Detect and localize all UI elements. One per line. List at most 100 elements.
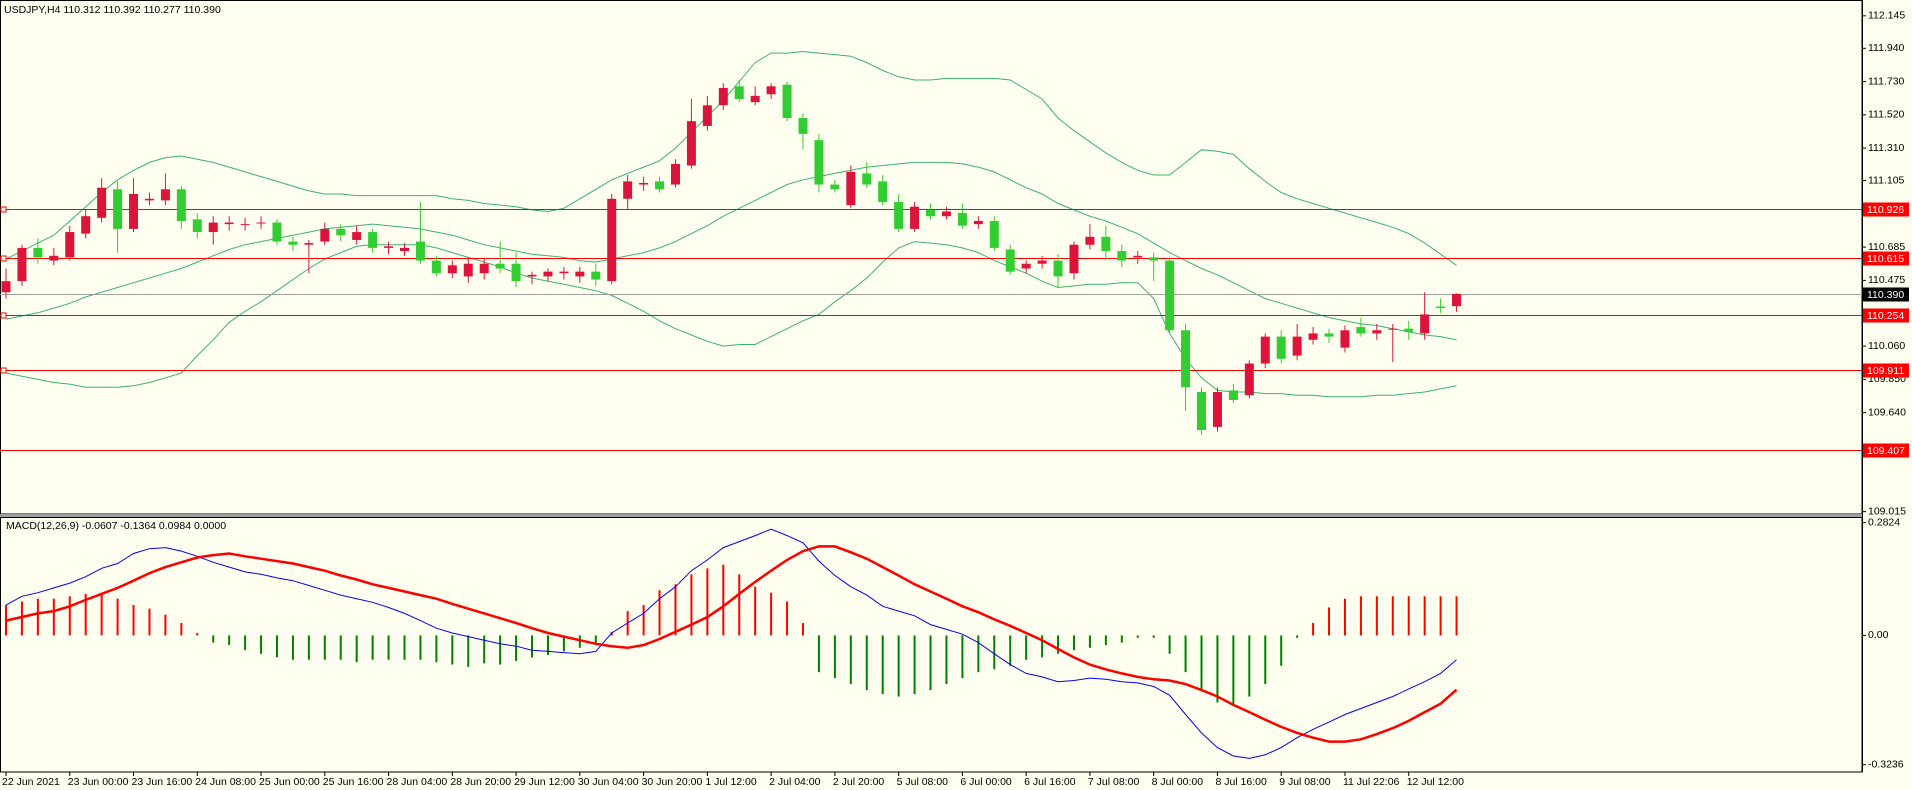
- level-label: 110.254: [1867, 310, 1904, 322]
- level-marker: [0, 367, 7, 374]
- candle-body: [1069, 244, 1079, 274]
- candle-body: [1085, 236, 1095, 245]
- y-tick-label: -0.3236: [1868, 758, 1904, 770]
- candle-body: [144, 198, 154, 201]
- candle-body: [304, 243, 314, 245]
- x-tick-label: 28 Jun 04:00: [387, 776, 448, 788]
- candle-body: [1212, 392, 1222, 427]
- candle-body: [463, 263, 473, 277]
- candle-body: [1452, 293, 1462, 307]
- candle-body: [320, 228, 330, 242]
- candle-body: [97, 187, 107, 218]
- candle-body: [559, 271, 569, 274]
- level-label: 109.911: [1867, 365, 1904, 377]
- candle-body: [176, 189, 186, 221]
- candle-body: [686, 121, 696, 166]
- y-tick-label: 0.2824: [1868, 516, 1900, 528]
- candle-body: [910, 206, 920, 229]
- candle-body: [400, 247, 409, 252]
- y-tick-label: 110.475: [1868, 274, 1905, 286]
- indicator-line: [5, 50, 1457, 266]
- candle-body: [957, 213, 967, 226]
- candle-body: [734, 86, 744, 99]
- x-tick-label: 2 Jul 04:00: [769, 776, 821, 788]
- level-marker: [0, 312, 7, 319]
- candle-body: [814, 140, 824, 185]
- price-title: USDJPY,H4 110.312 110.392 110.277 110.39…: [4, 4, 221, 16]
- macd-title: MACD(12,26,9) -0.0607 -0.1364 0.0984 0.0…: [6, 520, 226, 532]
- candle-body: [336, 228, 346, 236]
- candle-body: [782, 84, 792, 119]
- candle-body: [1149, 257, 1159, 261]
- x-tick-label: 2 Jul 20:00: [833, 776, 885, 788]
- candle-body: [623, 181, 633, 199]
- candle-body: [511, 263, 521, 282]
- x-tick-label: 30 Jun 04:00: [578, 776, 639, 788]
- candle-body: [49, 255, 59, 261]
- candle-body: [65, 232, 75, 258]
- x-tick-label: 12 Jul 12:00: [1407, 776, 1464, 788]
- candle-body: [1372, 330, 1382, 334]
- level-label: 110.926: [1867, 204, 1904, 216]
- candle-body: [1, 281, 11, 293]
- level-label-box: [1863, 363, 1909, 378]
- candle-body: [989, 220, 999, 248]
- candle-body: [798, 118, 808, 134]
- level-label: 109.407: [1867, 445, 1905, 457]
- candle-body: [591, 271, 601, 280]
- candle-body: [1101, 236, 1111, 252]
- candle-body: [81, 216, 91, 234]
- candle-body: [240, 224, 250, 226]
- candle-body: [878, 181, 888, 202]
- x-tick-label: 22 Jun 2021: [2, 776, 60, 788]
- x-tick-label: 28 Jun 20:00: [450, 776, 511, 788]
- indicator-line: [5, 161, 1457, 341]
- level-label-box: [1863, 251, 1909, 266]
- y-tick-label: 0.00: [1868, 629, 1889, 641]
- candle-body: [288, 241, 298, 245]
- y-tick-label: 109.015: [1868, 505, 1906, 517]
- x-tick-label: 24 Jun 08:00: [195, 776, 256, 788]
- candle-body: [1165, 260, 1175, 331]
- candle-body: [256, 222, 266, 224]
- level-marker: [0, 206, 7, 213]
- x-tick-label: 23 Jun 16:00: [132, 776, 193, 788]
- x-tick-label: 30 Jun 20:00: [642, 776, 703, 788]
- candle-body: [1324, 333, 1334, 337]
- candle-body: [702, 105, 712, 126]
- y-tick-label: 111.520: [1868, 109, 1905, 121]
- indicator-line: [5, 528, 1457, 759]
- x-tick-label: 1 Jul 12:00: [705, 776, 757, 788]
- candle-body: [862, 173, 872, 185]
- candle-body: [926, 209, 936, 217]
- indicator-line: [5, 545, 1458, 743]
- x-tick-label: 23 Jun 00:00: [68, 776, 129, 788]
- candle-body: [1308, 333, 1318, 340]
- candle-body: [1005, 249, 1015, 272]
- candle-body: [655, 181, 665, 190]
- x-tick-label: 8 Jul 00:00: [1152, 776, 1204, 788]
- candle-body: [894, 201, 904, 229]
- y-tick-label: 111.105: [1868, 174, 1905, 186]
- y-tick-label: 111.310: [1868, 142, 1905, 154]
- x-tick-label: 6 Jul 00:00: [960, 776, 1012, 788]
- y-tick-label: 111.940: [1868, 42, 1905, 54]
- candle-body: [973, 220, 983, 225]
- candle-body: [384, 246, 394, 248]
- candle-body: [1260, 336, 1270, 364]
- x-tick-label: 7 Jul 08:00: [1088, 776, 1140, 788]
- level-marker: [0, 255, 7, 262]
- y-tick-label: 109.640: [1868, 406, 1906, 418]
- level-label-box: [1863, 287, 1909, 302]
- candle-body: [160, 189, 170, 201]
- candle-body: [224, 222, 234, 225]
- candle-body: [1436, 306, 1446, 309]
- candle-body: [846, 171, 856, 206]
- candle-body: [208, 222, 218, 233]
- candle-body: [1037, 260, 1047, 264]
- candle-body: [766, 86, 776, 95]
- candle-body: [1021, 263, 1031, 269]
- candle-body: [543, 271, 553, 277]
- level-label: 110.390: [1867, 289, 1904, 301]
